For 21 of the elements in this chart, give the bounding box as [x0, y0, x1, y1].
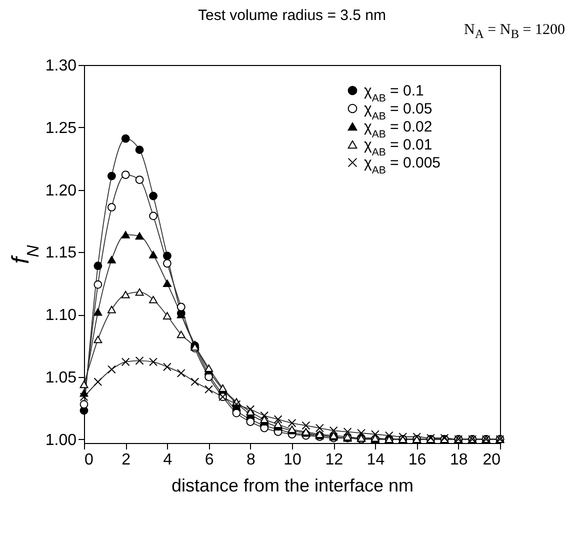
x-axis-title: distance from the interface nm: [171, 476, 414, 496]
x-tick-label: 6: [204, 452, 214, 468]
y-tick-label: 1.15: [45, 244, 77, 262]
y-tick-label: 1.05: [45, 369, 77, 386]
x-tick-label: 16: [408, 452, 426, 468]
x-tick-label: 10: [284, 452, 302, 468]
y-tick-label: 1.20: [45, 182, 77, 200]
x-tick-label: 12: [325, 452, 344, 468]
y-tick-label: 1.30: [45, 58, 77, 74]
x-tick-label: 14: [366, 452, 385, 468]
x-tick-label: 18: [450, 452, 468, 468]
y-tick-label: 1.25: [45, 120, 77, 137]
x-tick-label: 8: [246, 452, 256, 468]
x-tick-label: 20: [482, 452, 501, 468]
x-tick-label: 0: [84, 452, 94, 468]
x-tick-label: 4: [163, 452, 172, 468]
text: N$_{A}$ = N$_{B}$ = 1200: [464, 22, 565, 42]
y-tick-label: 1.10: [45, 307, 77, 324]
x-tick-label: 2: [122, 452, 131, 468]
y-tick-label: 1.00: [45, 432, 77, 449]
chart-title: Test volume radius = 3.5 nm: [198, 7, 386, 24]
